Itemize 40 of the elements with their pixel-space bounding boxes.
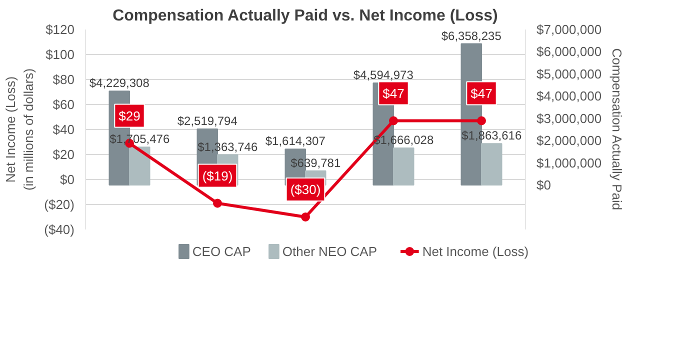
legend-label: Net Income (Loss)	[422, 244, 529, 259]
data-label: ($30)	[290, 182, 321, 197]
data-label: ($19)	[202, 168, 233, 184]
data-label: $4,594,973	[353, 68, 414, 82]
y2-tick-label: $2,000,000	[536, 133, 602, 148]
y-tick-label: ($40)	[44, 222, 75, 237]
data-label: $1,614,307	[265, 134, 326, 148]
y2-axis-title: Compensation Actually Paid	[610, 48, 625, 210]
legend-label: CEO CAP	[192, 244, 251, 259]
bar	[129, 146, 150, 186]
y2-tick-label: $1,000,000	[536, 155, 602, 170]
y-tick-label: $120	[46, 22, 74, 37]
data-label: $6,358,235	[441, 28, 502, 43]
data-label: $47	[470, 86, 492, 101]
legend-label: Other NEO CAP	[282, 244, 378, 259]
point	[301, 212, 310, 222]
bar	[481, 143, 502, 186]
y-tick-label: $40	[52, 122, 75, 137]
data-label: $29	[118, 108, 140, 124]
y-tick-label: $0	[60, 172, 75, 187]
y2-tick-label: $3,000,000	[536, 110, 602, 126]
y-tick-label: $100	[46, 47, 74, 62]
y2-tick-label: $6,000,000	[536, 44, 602, 60]
y-tick-label: $60	[52, 97, 75, 112]
y-tick-label: $20	[52, 147, 75, 162]
y2-tick-label: $5,000,000	[536, 66, 602, 82]
y2-tick-label: $4,000,000	[536, 88, 602, 104]
point	[477, 116, 486, 126]
data-label: $47	[382, 86, 404, 101]
y-axis-title: Net Income (Loss) (in millions of dollars)	[3, 68, 36, 191]
y2-tick-label: $0	[536, 178, 551, 193]
y-tick-label: $80	[52, 72, 75, 87]
point	[389, 116, 398, 126]
bar	[393, 148, 414, 186]
chart-title: Compensation Actually Paid vs. Net Income (Loss)	[112, 8, 498, 24]
point	[213, 198, 222, 208]
y2-tick-label: $7,000,000	[536, 22, 602, 37]
data-label: $2,519,794	[177, 114, 238, 128]
data-label: $4,229,308	[89, 76, 150, 90]
y-tick-label: ($20)	[44, 197, 75, 212]
